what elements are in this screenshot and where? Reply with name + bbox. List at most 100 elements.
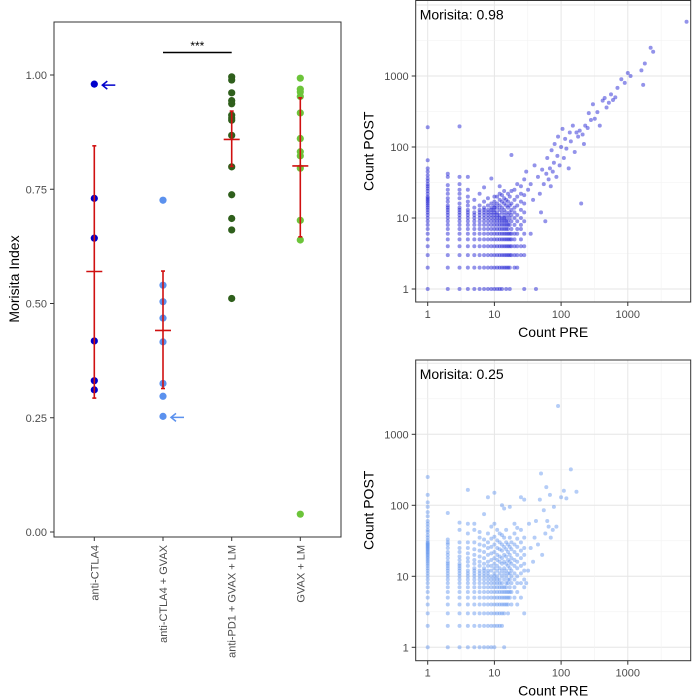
data-point (477, 585, 482, 590)
data-point (477, 571, 482, 576)
data-point (497, 253, 502, 258)
data-point (495, 527, 500, 532)
data-point (477, 559, 482, 564)
data-point (477, 237, 482, 242)
data-point (228, 100, 236, 108)
data-point (518, 237, 523, 242)
data-point (425, 203, 430, 208)
data-point (568, 467, 573, 472)
data-point (533, 287, 538, 291)
data-point (504, 602, 509, 607)
data-point (512, 563, 517, 568)
data-point (492, 585, 497, 590)
data-point (579, 201, 584, 206)
data-point (457, 187, 462, 192)
data-point (492, 231, 497, 236)
data-point (495, 237, 500, 242)
data-point (482, 244, 487, 249)
data-point (445, 581, 450, 586)
data-point (504, 595, 509, 600)
data-point (445, 171, 450, 176)
data-point (506, 549, 511, 554)
data-point (472, 581, 477, 586)
data-point (535, 174, 540, 179)
data-point (495, 590, 500, 595)
data-point (445, 623, 450, 628)
data-point (497, 216, 502, 220)
data-point (642, 61, 647, 66)
data-point (522, 201, 527, 206)
data-point (457, 253, 462, 258)
data-point (495, 568, 500, 573)
x-tick-label: 10 (488, 309, 500, 321)
data-point (507, 231, 512, 236)
data-point (457, 205, 462, 210)
data-point (472, 568, 477, 573)
data-point (465, 222, 470, 227)
data-point (489, 581, 494, 586)
data-point (518, 581, 523, 586)
data-point (482, 577, 487, 582)
data-point (512, 210, 517, 215)
data-point (509, 547, 514, 552)
data-point (502, 585, 507, 590)
data-point (507, 535, 512, 540)
data-point (482, 226, 487, 231)
data-point (522, 535, 527, 540)
data-point (497, 571, 502, 576)
data-point (489, 557, 494, 562)
data-point (509, 213, 514, 218)
data-point (497, 197, 502, 202)
data-point (574, 489, 579, 494)
data-point (425, 253, 430, 258)
data-point (472, 197, 477, 202)
data-point (477, 595, 482, 600)
data-point (506, 191, 511, 196)
data-point (583, 123, 588, 128)
y-tick-label: 1000 (384, 429, 408, 441)
data-point (445, 549, 450, 554)
data-point (502, 231, 507, 236)
data-point (568, 139, 573, 144)
data-point (482, 543, 487, 548)
data-point (574, 130, 579, 135)
data-point (457, 201, 462, 206)
data-point (592, 116, 597, 121)
data-point (504, 203, 509, 208)
data-point (425, 189, 430, 194)
data-point (472, 611, 477, 616)
y-tick-label: 1 (403, 284, 409, 296)
data-point (425, 554, 430, 559)
data-point (495, 563, 500, 568)
data-point (526, 187, 531, 192)
data-point (425, 191, 430, 196)
data-point (500, 556, 505, 561)
data-point (465, 521, 470, 526)
data-point (457, 174, 462, 179)
data-point (477, 265, 482, 270)
data-point (492, 199, 497, 204)
data-point (472, 244, 477, 249)
data-point (445, 183, 450, 188)
data-point (477, 207, 482, 212)
data-point (425, 265, 430, 270)
data-point (492, 549, 497, 554)
data-point (509, 540, 514, 545)
data-point (556, 404, 561, 409)
data-point (609, 92, 614, 97)
data-point (485, 207, 490, 212)
data-point (445, 187, 450, 192)
data-point (512, 187, 517, 192)
data-point (497, 222, 502, 227)
data-point (639, 68, 644, 73)
data-point (489, 176, 494, 181)
data-point (522, 210, 527, 215)
data-point (507, 287, 512, 291)
data-point (543, 219, 548, 224)
data-point (512, 265, 517, 270)
data-point (465, 219, 470, 224)
data-point (515, 203, 520, 208)
data-point (526, 521, 531, 526)
data-point (477, 623, 482, 628)
data-point (492, 521, 497, 526)
